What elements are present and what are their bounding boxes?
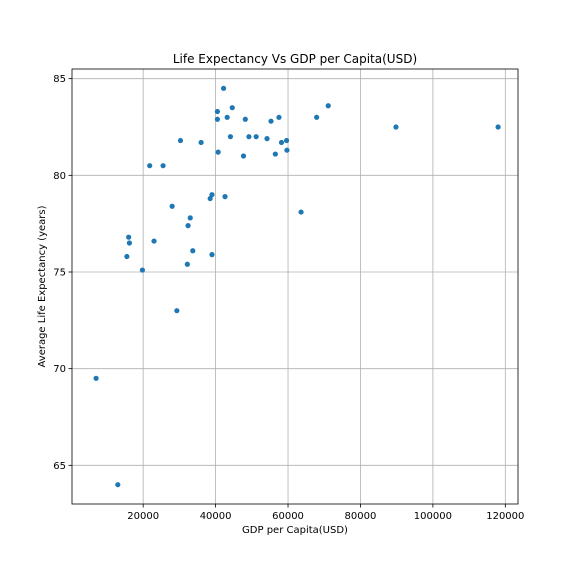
plot-frame [71,68,519,505]
data-point [169,203,175,209]
data-point [126,234,132,240]
data-point [242,116,248,122]
data-point [151,238,157,244]
data-points [93,85,501,488]
data-point [174,308,180,314]
data-point [298,209,304,215]
data-point [198,139,204,146]
y-axis-label: Average Life Expectancy (years) [37,205,48,367]
data-point [160,163,166,169]
y-tick-label: 85 [53,74,66,85]
data-point [215,149,221,155]
data-point [283,137,290,144]
data-point [126,240,133,246]
data-point [147,163,153,169]
data-point [139,267,146,273]
data-point [214,108,221,115]
x-tick-label: 100000 [414,511,452,522]
x-tick-label: 120000 [486,511,524,522]
data-point [284,147,290,153]
y-tick-label: 70 [53,364,66,375]
data-point [184,261,190,267]
data-point [124,253,130,260]
data-point [246,134,252,140]
y-tick-label: 80 [53,171,66,182]
axis-ticks: 20000 40000 60000 80000 100000 120000 65 70 75 80… [53,74,524,522]
data-point [187,215,193,221]
data-point [495,124,501,130]
x-tick-label: 60000 [272,511,304,522]
x-tick-label: 40000 [200,511,232,522]
data-point [177,137,184,144]
data-point [207,195,213,202]
data-point [190,248,196,254]
data-point [185,223,191,229]
data-point [220,85,227,91]
chart-title: Life Expectancy Vs GDP per Capita(USD) [173,52,417,66]
data-point [393,124,399,130]
x-tick-label: 80000 [345,511,377,522]
data-point [240,153,247,159]
data-point [229,105,235,111]
data-point [209,252,215,258]
data-point [268,118,274,124]
data-point [209,192,215,198]
data-point [253,134,259,140]
data-point [276,114,282,120]
data-point [325,103,331,109]
x-tick-label: 20000 [127,511,159,522]
y-tick-label: 65 [53,461,66,472]
y-tick-label: 75 [53,268,66,279]
data-point [272,151,278,157]
data-point [227,134,234,140]
data-point [115,482,121,488]
data-point [222,194,228,200]
data-point [224,114,230,120]
data-point [314,114,320,120]
data-point [278,139,285,146]
data-point [214,116,221,122]
data-point [264,136,270,142]
x-axis-label: GDP per Capita(USD) [242,525,348,536]
data-point [93,375,99,381]
